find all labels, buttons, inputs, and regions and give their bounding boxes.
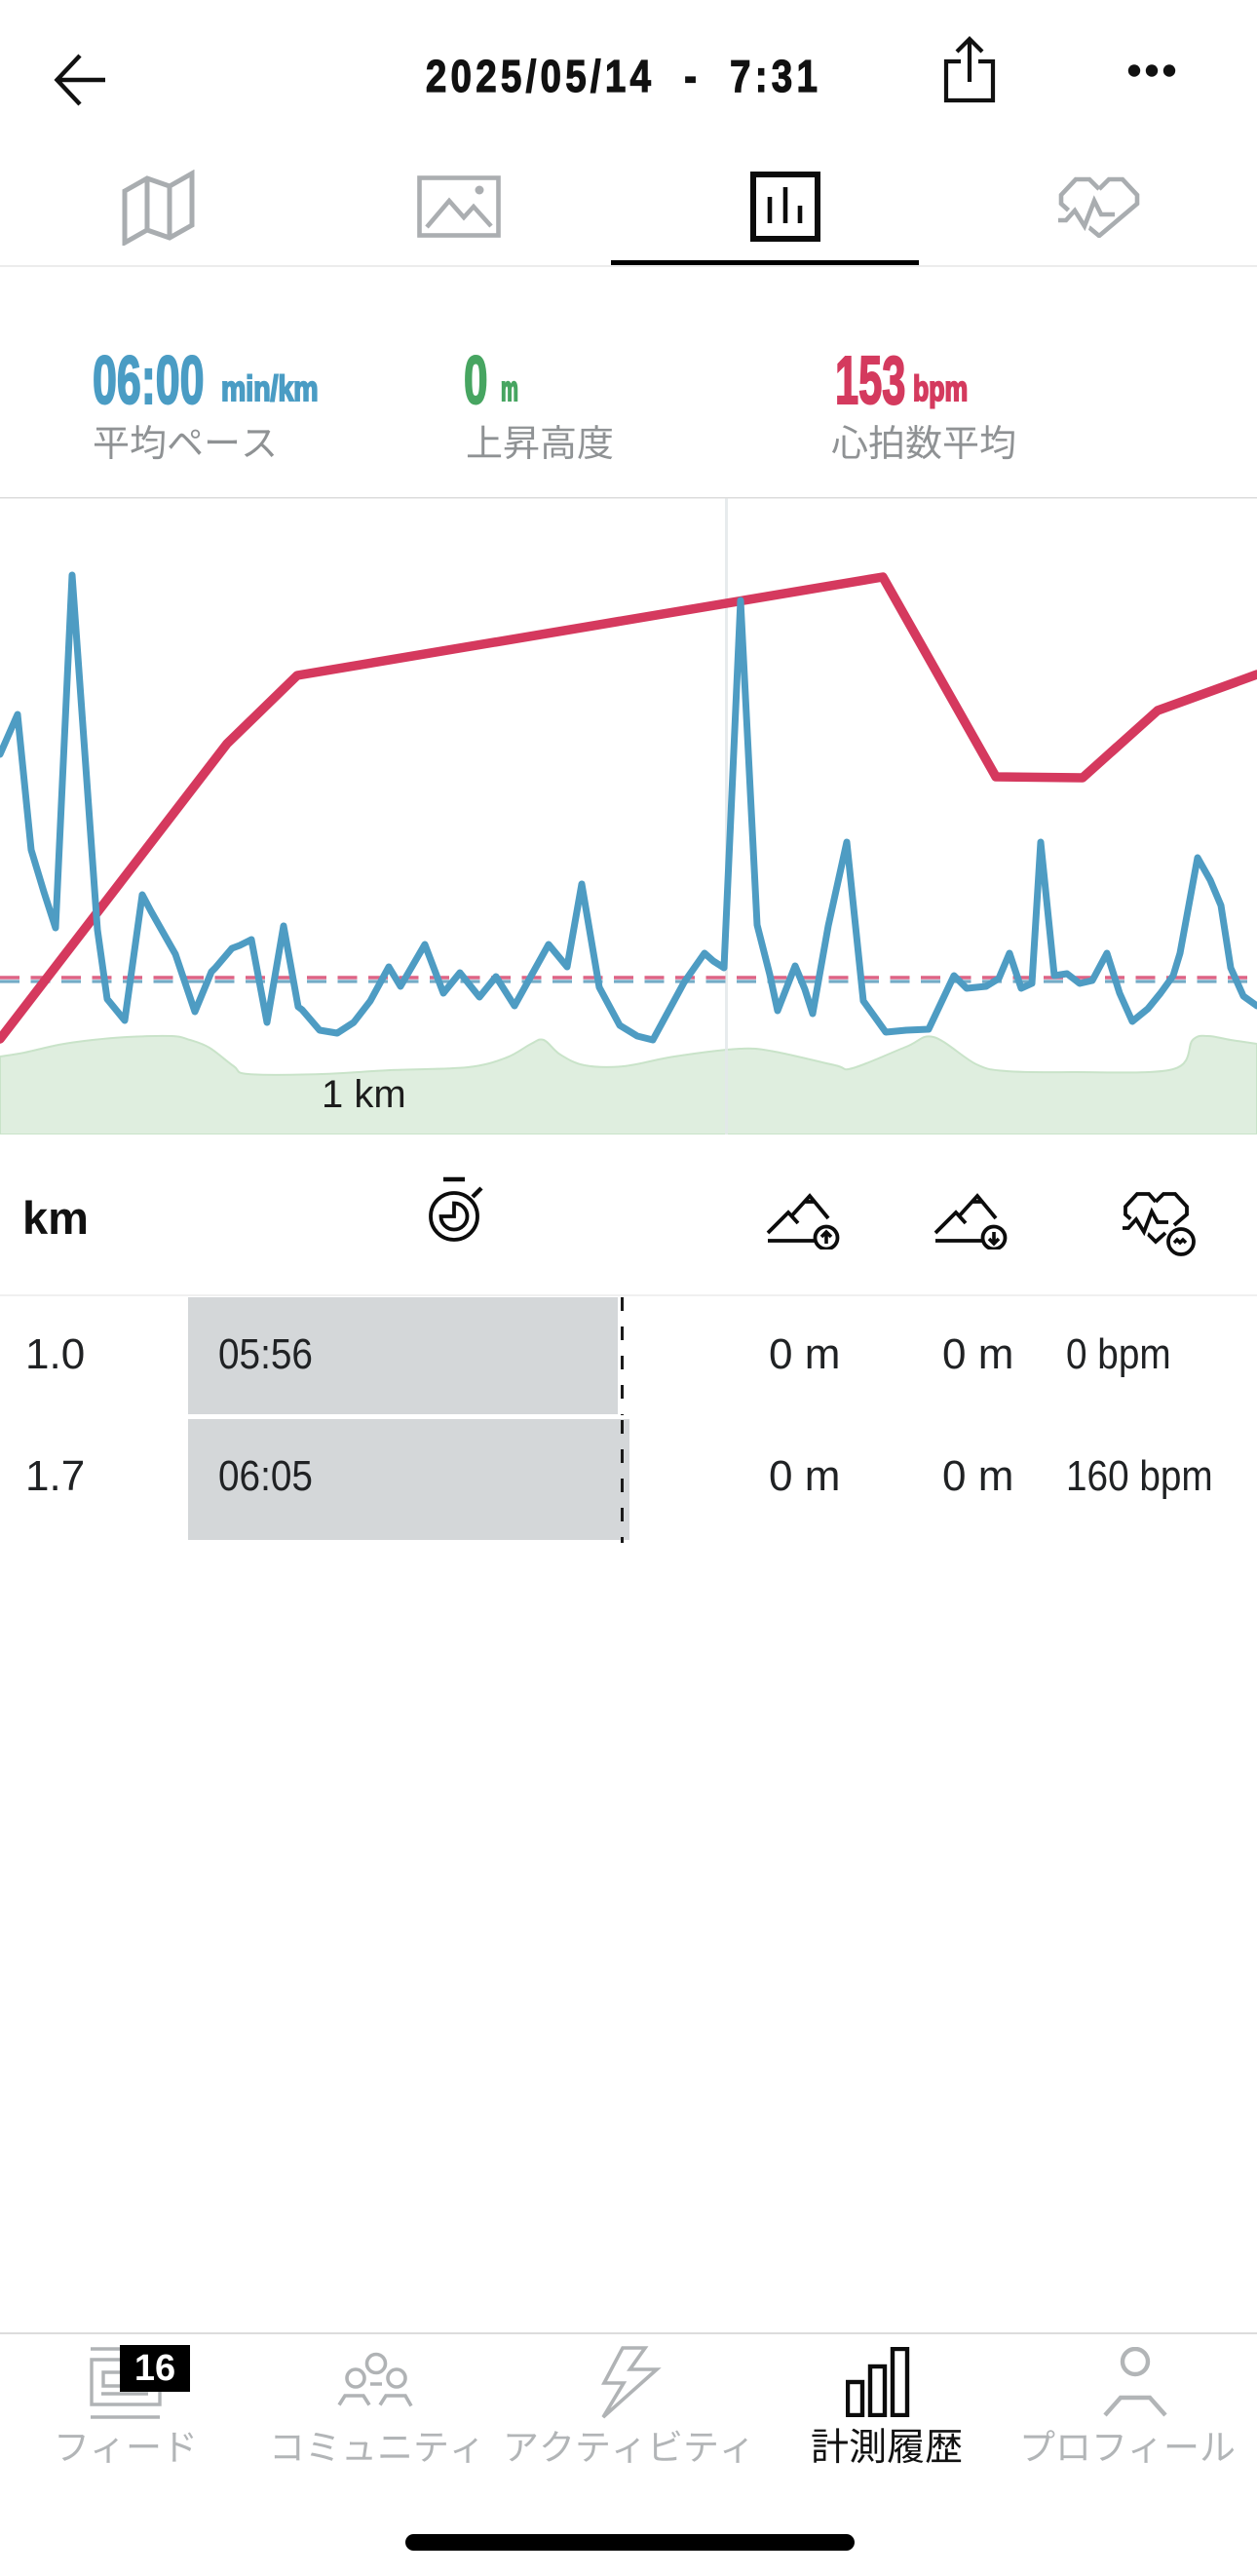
- svg-text:1 km: 1 km: [322, 1073, 406, 1116]
